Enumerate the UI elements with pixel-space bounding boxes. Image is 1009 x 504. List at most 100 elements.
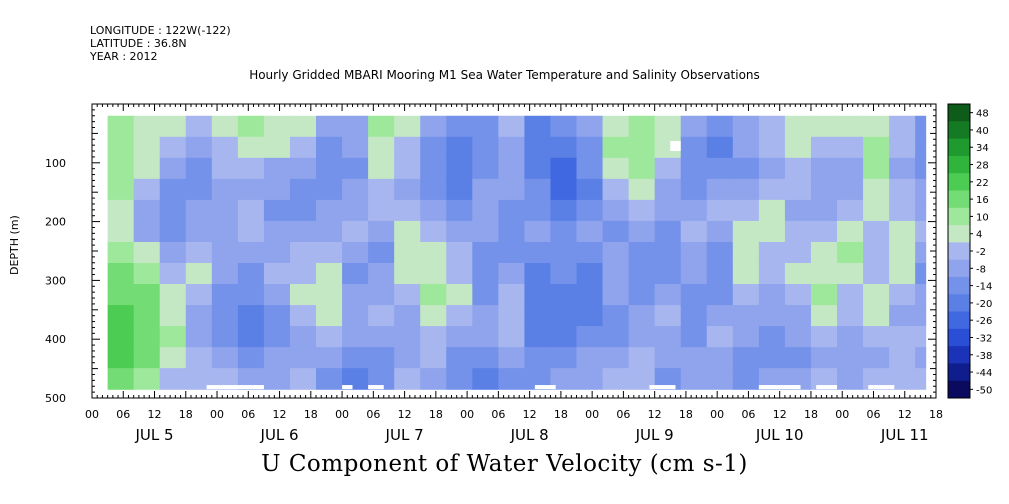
heatmap-cell bbox=[159, 220, 187, 243]
colorbar-swatch bbox=[948, 173, 970, 191]
heatmap-cell bbox=[602, 199, 630, 222]
x-tick-label: 00 bbox=[210, 408, 224, 421]
heatmap-cell bbox=[576, 284, 604, 306]
heatmap-cell bbox=[420, 220, 447, 243]
heatmap-cell bbox=[185, 305, 213, 327]
heatmap-cell bbox=[472, 199, 499, 222]
heatmap-cell bbox=[837, 347, 864, 369]
heatmap-cell bbox=[576, 115, 604, 138]
heatmap-cell bbox=[289, 199, 317, 222]
heatmap-cell bbox=[576, 262, 604, 285]
heatmap-cell bbox=[680, 368, 708, 390]
heatmap-cell bbox=[107, 241, 135, 264]
heatmap-cell bbox=[237, 305, 265, 327]
heatmap-cell bbox=[394, 178, 421, 201]
heatmap-cell bbox=[211, 157, 239, 180]
missing-data-patch bbox=[758, 385, 801, 390]
heatmap-cell bbox=[810, 199, 838, 222]
colorbar-swatch bbox=[948, 207, 970, 226]
colorbar-swatch bbox=[948, 242, 970, 261]
heatmap-cell bbox=[289, 326, 317, 348]
colorbar-swatch bbox=[948, 259, 970, 278]
heatmap-cell bbox=[368, 115, 395, 138]
heatmap-cell bbox=[368, 262, 395, 285]
heatmap-cell bbox=[680, 284, 708, 306]
heatmap-cell bbox=[472, 178, 499, 201]
heatmap-cell bbox=[446, 220, 473, 243]
heatmap-cell bbox=[472, 220, 499, 243]
heatmap-cell bbox=[316, 220, 343, 243]
heatmap-cell bbox=[446, 136, 473, 159]
colorbar-swatch bbox=[948, 104, 970, 122]
heatmap-cell bbox=[420, 284, 447, 306]
heatmap-cell bbox=[498, 220, 526, 243]
heatmap-cell bbox=[654, 347, 682, 369]
heatmap-cell bbox=[889, 115, 916, 138]
heatmap-cell bbox=[576, 157, 604, 180]
heatmap-cell bbox=[654, 115, 682, 138]
heatmap-cell bbox=[159, 178, 187, 201]
heatmap-cell bbox=[837, 136, 864, 159]
x-tick-label: 06 bbox=[491, 408, 505, 421]
colorbar-label: -2 bbox=[976, 247, 986, 258]
heatmap-cell bbox=[628, 199, 656, 222]
heatmap-cell bbox=[107, 115, 135, 138]
heatmap-cell bbox=[420, 305, 447, 327]
heatmap-cell bbox=[159, 347, 187, 369]
heatmap-cell bbox=[420, 157, 447, 180]
heatmap-cell bbox=[654, 220, 682, 243]
heatmap-cell bbox=[784, 368, 812, 390]
colorbar-label: -50 bbox=[976, 385, 992, 396]
heatmap-cell bbox=[602, 262, 630, 285]
x-tick-label: 06 bbox=[366, 408, 380, 421]
heatmap-cell bbox=[185, 262, 213, 285]
heatmap-cell bbox=[915, 199, 927, 222]
heatmap-cell bbox=[368, 241, 395, 264]
x-axis: 00 06 12 18 00 06 12 18 00 06 12 18 00 06 12 18 00 06 12 18… bbox=[85, 104, 943, 444]
heatmap-cell bbox=[680, 262, 708, 285]
heatmap-cell bbox=[394, 368, 421, 390]
colorbar-label: -38 bbox=[976, 351, 992, 362]
heatmap-cell bbox=[524, 368, 552, 390]
heatmap-cell bbox=[524, 262, 552, 285]
x-tick-label: 00 bbox=[710, 408, 724, 421]
heatmap-cell bbox=[889, 199, 916, 222]
heatmap-cell bbox=[237, 199, 265, 222]
heatmap-cell bbox=[758, 305, 786, 327]
heatmap-cell bbox=[758, 347, 786, 369]
heatmap-cell bbox=[368, 284, 395, 306]
heatmap-cell bbox=[654, 284, 682, 306]
heatmap-cell bbox=[758, 326, 786, 348]
heatmap-cell bbox=[420, 262, 447, 285]
heatmap-cell bbox=[810, 284, 838, 306]
heatmap-cell bbox=[706, 220, 734, 243]
heatmap-cell bbox=[837, 241, 864, 264]
heatmap-cell bbox=[550, 368, 578, 390]
colorbar-label: 4 bbox=[976, 230, 982, 241]
heatmap-cell bbox=[133, 199, 161, 222]
heatmap-cell bbox=[576, 347, 604, 369]
heatmap-cell bbox=[524, 326, 552, 348]
heatmap-cell bbox=[628, 220, 656, 243]
heatmap-cell bbox=[524, 178, 552, 201]
heatmap-cell bbox=[498, 136, 526, 159]
heatmap-cell bbox=[107, 262, 135, 285]
heatmap-cell bbox=[915, 157, 927, 180]
heatmap-cell bbox=[237, 136, 265, 159]
heatmap-cell bbox=[263, 326, 291, 348]
heatmap-cell bbox=[706, 241, 734, 264]
heatmap-cell bbox=[706, 326, 734, 348]
heatmap-cell bbox=[342, 220, 369, 243]
heatmap-cells bbox=[107, 115, 927, 390]
heatmap-cell bbox=[133, 347, 161, 369]
x-tick-label: 18 bbox=[679, 408, 693, 421]
heatmap-cell bbox=[837, 157, 864, 180]
heatmap-cell bbox=[784, 115, 812, 138]
missing-data-patch bbox=[670, 141, 681, 152]
heatmap-cell bbox=[654, 178, 682, 201]
heatmap-cell bbox=[368, 199, 395, 222]
heatmap-cell bbox=[420, 347, 447, 369]
heatmap-cell bbox=[237, 284, 265, 306]
heatmap-cell bbox=[654, 326, 682, 348]
heatmap-cell bbox=[602, 136, 630, 159]
